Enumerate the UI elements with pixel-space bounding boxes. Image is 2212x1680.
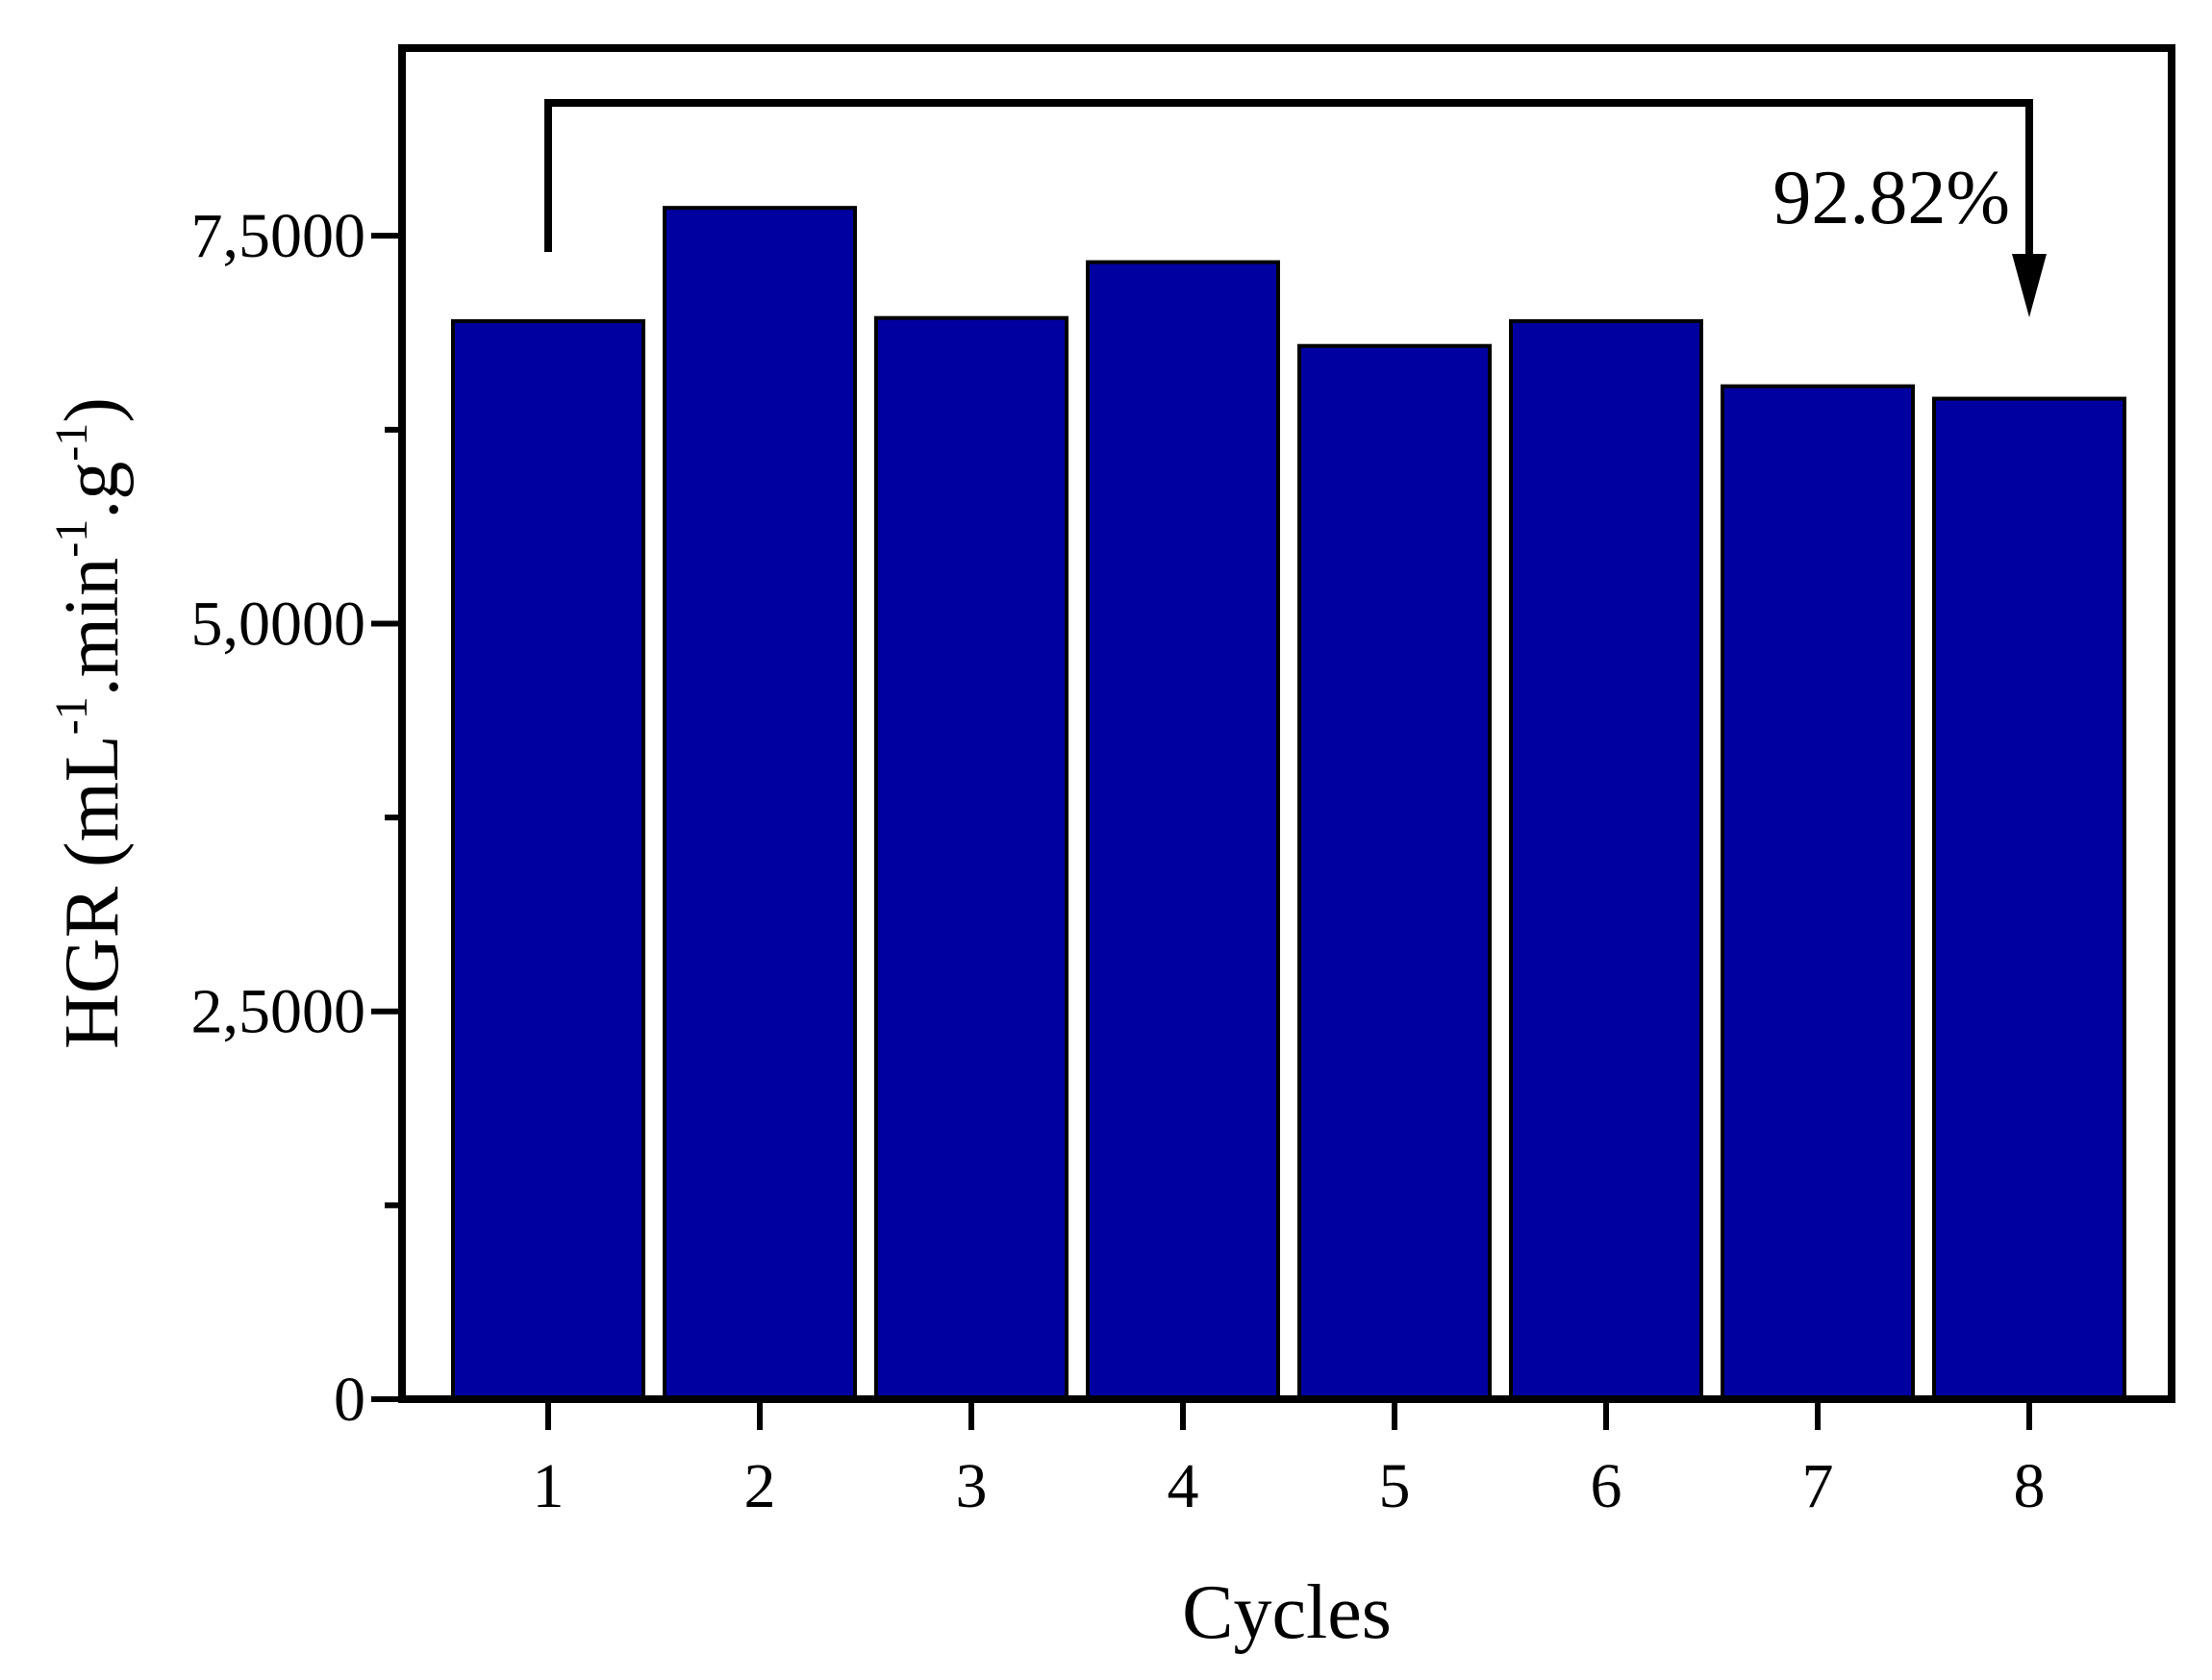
annotation-layer: 92.82% xyxy=(544,99,2047,317)
x-tick-label: 7 xyxy=(1802,1451,1834,1521)
bar xyxy=(1721,384,1915,1401)
y-tick-label: 2,5000 xyxy=(191,977,366,1047)
x-tick-label: 6 xyxy=(1591,1451,1622,1521)
bar xyxy=(1932,396,2126,1401)
y-tick-label: 7,5000 xyxy=(191,201,366,271)
y-axis-title-superscript: -1 xyxy=(46,696,97,735)
y-axis-title: HGR (mL-1.min-1.g-1) xyxy=(46,397,135,1049)
axis-layer: 0 2,5000 5,0000 7,5000 1 2 3 4 5 6 7 8 xyxy=(191,201,2046,1521)
bar xyxy=(451,318,645,1401)
annotation-arrow-head xyxy=(2012,254,2047,317)
x-tick-label: 2 xyxy=(744,1451,776,1521)
y-axis-title-part: HGR (mL xyxy=(50,735,135,1049)
y-tick-label: 5,0000 xyxy=(191,589,366,659)
y-tick-label: 0 xyxy=(334,1365,365,1435)
x-tick-label: 5 xyxy=(1379,1451,1411,1521)
annotation-label: 92.82% xyxy=(1772,156,2010,240)
x-tick-label: 8 xyxy=(2014,1451,2046,1521)
bar xyxy=(663,206,857,1402)
x-axis-title: Cycles xyxy=(1182,1570,1392,1655)
bar xyxy=(1509,318,1703,1401)
x-tick-label: 3 xyxy=(956,1451,988,1521)
y-axis-title-superscript: -1 xyxy=(46,423,97,462)
bar xyxy=(1086,260,1280,1401)
bars-layer xyxy=(451,206,2126,1402)
y-axis-title-superscript: -1 xyxy=(46,519,97,558)
x-tick-label: 1 xyxy=(533,1451,565,1521)
bar xyxy=(874,315,1068,1401)
annotation-bracket xyxy=(544,99,2033,260)
y-axis-title-part: ) xyxy=(50,397,135,423)
y-axis-title-part: .g xyxy=(50,462,135,519)
plot-frame xyxy=(398,44,2175,1403)
y-axis-title-part: .min xyxy=(50,558,135,696)
bar xyxy=(1297,343,1492,1401)
x-tick-label: 4 xyxy=(1168,1451,1199,1521)
